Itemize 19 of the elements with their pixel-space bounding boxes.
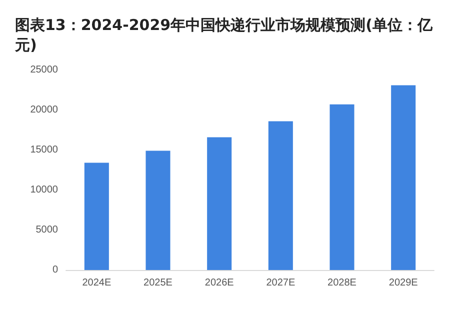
x-tick-label: 2028E: [328, 278, 357, 288]
y-tick-label: 20000: [30, 104, 58, 116]
bar: [391, 85, 416, 270]
bar: [330, 104, 354, 270]
bar: [268, 121, 293, 270]
chart-title: 图表13：2024-2029年中国快递行业市场规模预测(单位：亿元): [14, 16, 434, 54]
y-tick-label: 0: [52, 264, 58, 276]
y-tick-label: 5000: [36, 224, 58, 236]
x-tick-label: 2029E: [388, 278, 418, 288]
x-tick-label: 2025E: [144, 278, 173, 288]
x-tick-label: 2027E: [266, 278, 296, 288]
x-tick-label: 2024E: [82, 278, 112, 288]
bar: [146, 150, 170, 270]
bar: [207, 137, 232, 270]
y-tick-label: 10000: [30, 184, 58, 196]
bar: [84, 162, 109, 270]
y-tick-label: 15000: [30, 144, 58, 156]
x-tick-label: 2026E: [204, 278, 234, 288]
y-tick-label: 25000: [30, 64, 58, 76]
